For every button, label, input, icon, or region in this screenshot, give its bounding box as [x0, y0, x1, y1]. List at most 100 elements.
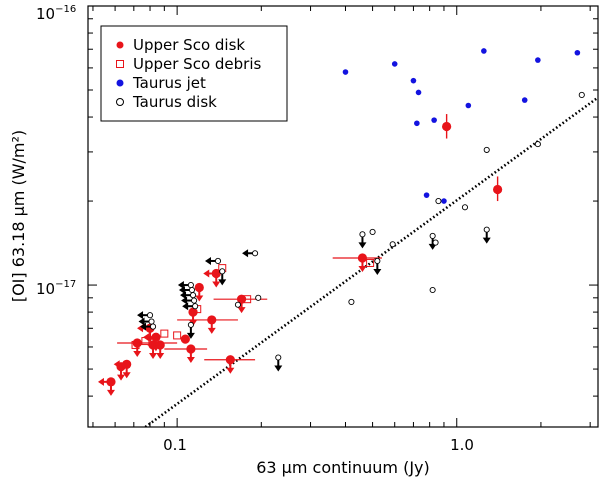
- point-upper-sco-disk: [203, 268, 221, 288]
- marker-open-circle: [146, 312, 154, 319]
- point-taurus-jet: [423, 192, 430, 198]
- point-taurus-disk: [348, 298, 355, 305]
- marker-filled-circle: [342, 69, 349, 75]
- x-limit-arrowhead: [178, 286, 185, 295]
- legend-label-upper-sco-debris: Upper Sco debris: [133, 55, 262, 73]
- marker-open-circle: [374, 257, 381, 265]
- point-taurus-disk: [177, 281, 194, 290]
- marker-open-circle: [389, 241, 396, 248]
- x-limit-arrowhead: [147, 340, 154, 349]
- marker-filled-circle: [186, 344, 196, 354]
- marker-filled-circle: [155, 340, 165, 350]
- point-taurus-disk: [178, 286, 196, 295]
- x-limit-arrowhead: [203, 269, 210, 278]
- marker-open-circle: [188, 286, 196, 294]
- marker-filled-circle: [151, 332, 161, 342]
- svg-text:10−17: 10−17: [36, 279, 76, 298]
- point-taurus-jet: [521, 97, 528, 103]
- marker-open-circle: [275, 354, 282, 361]
- legend-marker-taurus-disk: [116, 98, 124, 106]
- y-tick-label-1e-16: 10−16: [36, 4, 76, 23]
- marker-filled-circle: [423, 192, 430, 198]
- x-limit-arrowhead: [140, 322, 147, 331]
- marker-filled-circle: [414, 120, 420, 127]
- point-upper-sco-disk: [332, 253, 382, 273]
- marker-filled-circle: [535, 57, 541, 63]
- point-taurus-disk: [483, 146, 490, 153]
- point-upper-sco-disk: [180, 334, 190, 344]
- marker-open-square: [141, 337, 150, 346]
- legend-label-taurus-jet: Taurus jet: [132, 74, 206, 92]
- legend-marker-taurus-jet: [116, 79, 124, 87]
- point-taurus-disk: [358, 231, 367, 249]
- x-limit-arrowhead: [204, 256, 211, 265]
- marker-open-square: [131, 340, 140, 349]
- point-upper-sco-disk: [117, 338, 178, 357]
- point-taurus-jet: [441, 198, 447, 204]
- series-upper-sco-disk: [97, 114, 503, 396]
- upper-limit-arrowhead: [358, 242, 367, 249]
- marker-filled-circle: [207, 315, 217, 325]
- x-axis-label: 63 μm continuum (Jy): [256, 458, 430, 477]
- marker-open-circle: [429, 286, 436, 294]
- x-limit-arrowhead: [181, 296, 188, 305]
- marker-filled-circle: [442, 121, 452, 132]
- point-taurus-disk: [234, 301, 241, 308]
- point-upper-sco-disk: [177, 315, 238, 334]
- x-limit-arrowhead: [180, 291, 187, 300]
- legend-box: [100, 25, 288, 122]
- marker-open-circle: [148, 318, 155, 325]
- upper-limit-arrowhead: [117, 374, 126, 381]
- point-taurus-disk: [274, 354, 283, 372]
- axis-ticks: [88, 5, 598, 427]
- point-taurus-jet: [410, 77, 417, 84]
- marker-filled-circle: [188, 307, 198, 317]
- upper-limit-arrowhead: [226, 367, 235, 374]
- point-taurus-disk: [389, 241, 396, 248]
- legend-marker-upper-sco-debris: [116, 60, 124, 68]
- x-tick-label-1p0: 1.0: [450, 436, 474, 454]
- marker-filled-circle: [431, 117, 437, 123]
- plot-frame: [87, 5, 599, 428]
- legend-label-taurus-disk: Taurus disk: [132, 93, 217, 111]
- point-taurus-disk: [534, 141, 541, 148]
- point-taurus-disk: [432, 239, 439, 246]
- marker-open-square: [366, 258, 375, 267]
- point-taurus-jet: [574, 49, 581, 56]
- series-upper-sco-debris: [131, 258, 375, 349]
- marker-filled-circle: [493, 184, 503, 195]
- upper-limit-arrowhead: [122, 372, 131, 379]
- point-taurus-disk: [482, 226, 491, 244]
- point-taurus-disk: [255, 294, 262, 301]
- fit-line-layer: [144, 96, 598, 427]
- point-upper-sco-disk: [442, 114, 452, 139]
- upper-limit-arrowhead: [195, 295, 204, 302]
- point-taurus-disk: [369, 228, 376, 235]
- point-taurus-jet: [481, 48, 487, 54]
- x-limit-arrowhead: [177, 281, 184, 290]
- point-taurus-jet: [535, 57, 541, 63]
- data-points-layer: [97, 48, 585, 396]
- marker-open-circle: [578, 91, 585, 99]
- marker-open-square: [243, 295, 252, 304]
- marker-open-circle: [187, 282, 194, 289]
- marker-filled-circle: [225, 355, 235, 365]
- marker-filled-circle: [521, 97, 528, 103]
- point-taurus-disk: [204, 256, 222, 265]
- series-taurus-jet: [342, 48, 581, 204]
- point-upper-sco-disk: [493, 176, 503, 202]
- point-taurus-jet: [431, 117, 437, 123]
- upper-limit-arrowhead: [186, 332, 195, 339]
- marker-filled-circle: [194, 282, 204, 293]
- point-upper-sco-disk: [194, 282, 204, 302]
- point-upper-sco-debris: [243, 295, 252, 304]
- marker-open-circle: [429, 232, 436, 239]
- marker-filled-circle: [180, 334, 190, 344]
- upper-limit-arrowhead: [373, 268, 382, 275]
- point-taurus-disk: [435, 198, 442, 205]
- point-taurus-disk: [578, 91, 585, 99]
- point-upper-sco-disk: [164, 344, 208, 364]
- marker-filled-circle: [441, 198, 447, 204]
- marker-open-circle: [189, 292, 197, 299]
